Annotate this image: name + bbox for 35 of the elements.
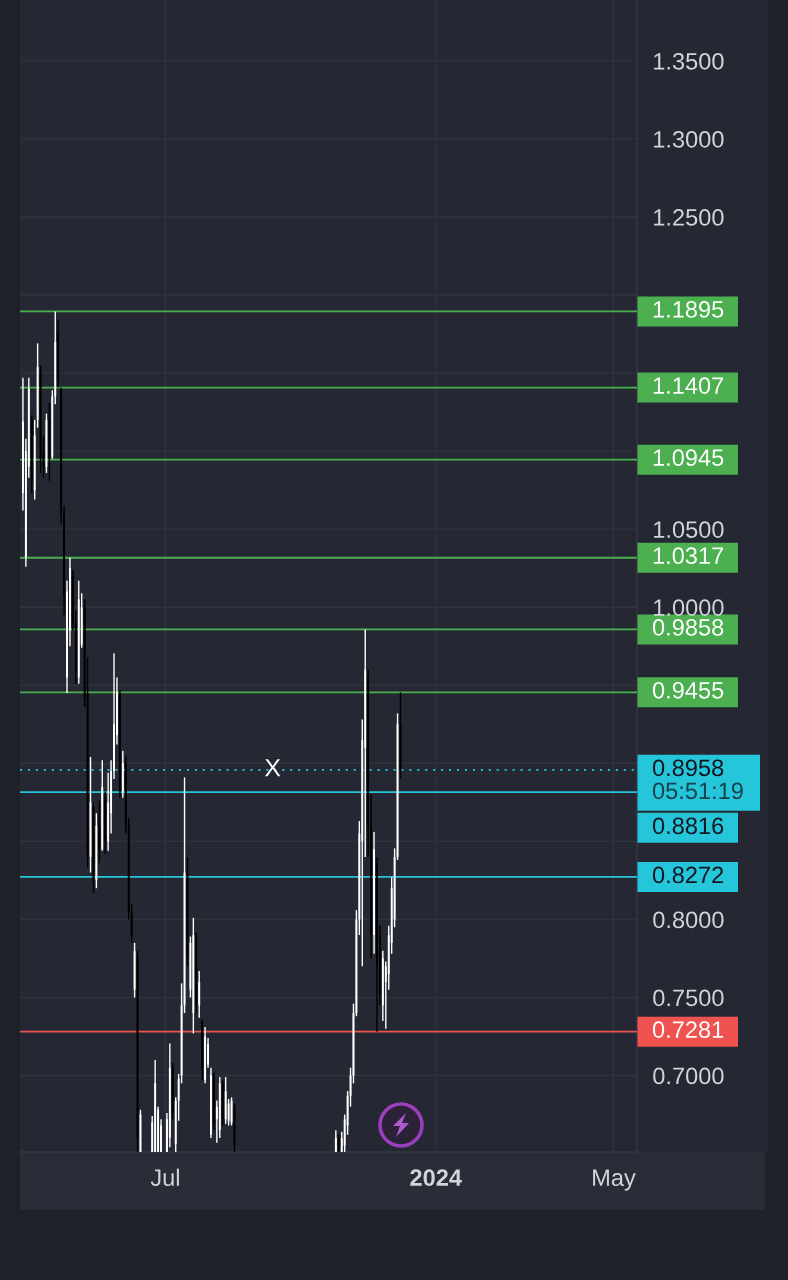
annotation: X — [264, 759, 281, 777]
y-tick-label: 1.0000 — [654, 599, 724, 617]
text: 05:51:19 — [652, 782, 743, 800]
candlestick — [98, 800, 101, 864]
candlestick — [210, 1067, 212, 1139]
candlestick — [39, 364, 42, 474]
x-tick-label: Jul — [150, 1168, 179, 1187]
ref-line-label: 0.8816 — [652, 817, 724, 835]
candlestick — [48, 402, 51, 482]
candlestick — [376, 856, 378, 1033]
ref-line-label: 1.0317 — [653, 547, 724, 565]
y-tick-label: 1.3500 — [654, 52, 724, 70]
y-tick-label: 1.3000 — [654, 130, 724, 148]
candlestick — [133, 942, 136, 999]
candlestick — [373, 831, 375, 955]
ref-line-label: 1.1407 — [653, 377, 724, 394]
candlestick — [92, 801, 95, 894]
candlestick — [36, 342, 39, 429]
y-tick-label: 0.8000 — [653, 911, 724, 929]
y-tick-label: 0.7500 — [653, 989, 724, 1007]
ref-line-label: 1.1895 — [653, 301, 724, 318]
ref-line-label: 0.9455 — [652, 681, 724, 699]
ref-line-label: 1.0945 — [653, 449, 724, 467]
y-tick-label: 1.2500 — [654, 209, 724, 226]
x-tick-label: 2024 — [410, 1169, 462, 1187]
ref-line-label: 0.8272 — [652, 866, 724, 884]
ref-line-label: 0.8958 — [652, 759, 724, 777]
candlestick — [198, 970, 201, 1019]
candlestick — [45, 412, 48, 474]
x-tick-label: May — [593, 1169, 636, 1191]
y-tick-label: 0.7000 — [653, 1067, 724, 1085]
y-tick-label: 1.0500 — [654, 521, 724, 538]
candlestick — [95, 812, 98, 889]
ref-line-label: 0.9858 — [652, 619, 724, 636]
ref-line-label: 0.7281 — [652, 1021, 724, 1038]
